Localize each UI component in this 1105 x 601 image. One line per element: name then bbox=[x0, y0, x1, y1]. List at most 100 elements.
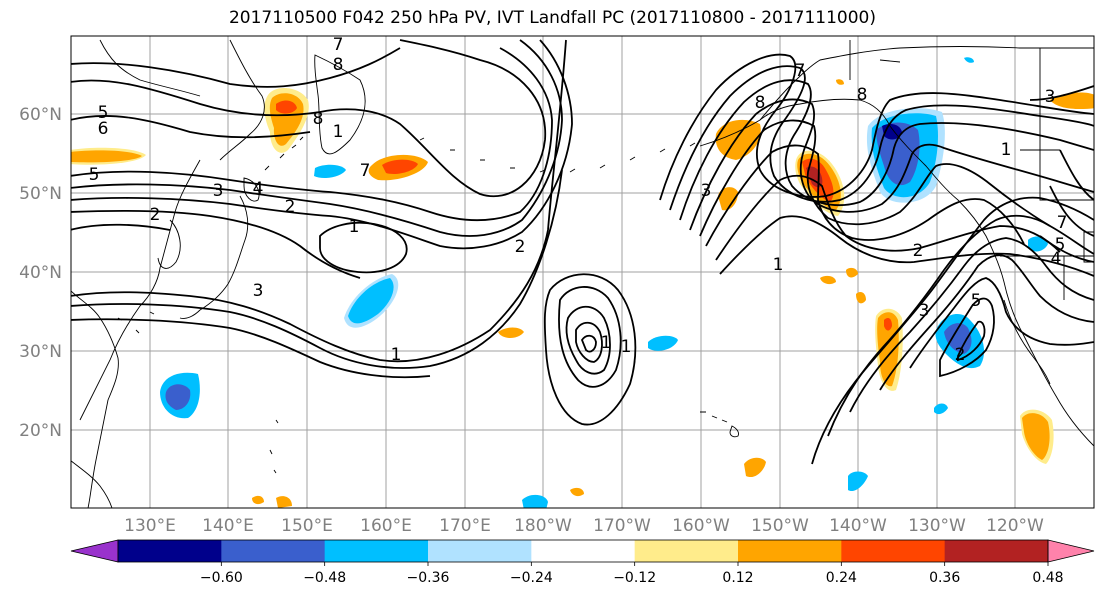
pv-contours bbox=[71, 39, 1094, 465]
latitude-label: 50°N bbox=[19, 184, 62, 204]
shade-neg bbox=[648, 335, 678, 351]
colorbar-tick-label: −0.48 bbox=[303, 570, 346, 586]
contour-label: 3 bbox=[213, 181, 224, 201]
shade-pos bbox=[276, 496, 292, 508]
contour-label: 1 bbox=[391, 345, 402, 365]
contour-label: 3 bbox=[253, 281, 264, 301]
contour-label: 2 bbox=[515, 237, 526, 257]
longitude-label: 140°E bbox=[202, 516, 254, 536]
contour-label: 1 bbox=[333, 122, 344, 142]
shade-neg bbox=[522, 495, 548, 508]
contour-label: 2 bbox=[913, 241, 924, 261]
contour-label: 8 bbox=[755, 93, 766, 113]
contour-label: 7 bbox=[1057, 213, 1068, 233]
longitude-label: 140°W bbox=[829, 516, 887, 536]
contour-label: 4 bbox=[1051, 249, 1062, 269]
map-frame bbox=[70, 35, 1095, 509]
contour-label: 3 bbox=[919, 301, 930, 321]
shade-pos bbox=[846, 267, 858, 278]
shade-pos bbox=[498, 327, 524, 338]
shade-pos bbox=[884, 318, 892, 331]
longitude-label: 180°W bbox=[514, 516, 572, 536]
contour-label: 8 bbox=[313, 109, 324, 129]
longitude-label: 130°E bbox=[124, 516, 176, 536]
colorbar: −0.60 −0.48 −0.36 −0.24 −0.12 0.12 0.24 0.36 0.4… bbox=[70, 539, 1095, 586]
contour-label: 1 bbox=[773, 255, 784, 275]
contour-label: 7 bbox=[795, 61, 806, 81]
shade-neg bbox=[944, 323, 972, 354]
colorbar-tick-label: 0.36 bbox=[929, 570, 960, 586]
shade-pos bbox=[382, 159, 418, 174]
shade-neg bbox=[848, 471, 868, 492]
latitude-label: 40°N bbox=[19, 263, 62, 283]
contour-label: 1 bbox=[601, 333, 612, 353]
shade-neg bbox=[934, 403, 948, 415]
contour-label: 8 bbox=[857, 85, 868, 105]
shade-pos bbox=[276, 100, 297, 114]
latitude-label: 20°N bbox=[19, 421, 62, 441]
longitude-label: 150°E bbox=[281, 516, 333, 536]
contour-label: 6 bbox=[98, 119, 109, 139]
contour-label: 7 bbox=[360, 161, 371, 181]
contour-label: 5 bbox=[89, 165, 100, 185]
colorbar-segment bbox=[428, 540, 532, 562]
colorbar-tick-label: 0.24 bbox=[826, 570, 857, 586]
longitude-label: 160°E bbox=[360, 516, 412, 536]
longitude-label: 150°W bbox=[751, 516, 809, 536]
latitude-label: 60°N bbox=[19, 105, 62, 125]
colorbar-segment bbox=[634, 540, 739, 562]
map-title: 2017110500 F042 250 hPa PV, IVT Landfall… bbox=[228, 8, 876, 28]
colorbar-segment bbox=[944, 540, 1049, 562]
contour-label: 2 bbox=[955, 345, 966, 365]
contour-label: 8 bbox=[333, 55, 344, 75]
contour-label: 3 bbox=[701, 181, 712, 201]
colorbar-tick-label: 0.48 bbox=[1032, 570, 1063, 586]
longitude-label: 170°W bbox=[593, 516, 651, 536]
longitude-label: 130°W bbox=[908, 516, 966, 536]
shade-neg bbox=[165, 384, 191, 410]
contour-label: 1 bbox=[349, 217, 360, 237]
shade-neg bbox=[314, 164, 346, 178]
latitude-label: 30°N bbox=[19, 342, 62, 362]
longitude-labels: 130°E 140°E 150°E 160°E 170°E 180°W 170°W 160°W… bbox=[124, 516, 1044, 536]
shade-neg bbox=[1028, 236, 1048, 252]
colorbar-segment bbox=[221, 540, 326, 562]
contour-label: 3 bbox=[1045, 87, 1056, 107]
shade-neg bbox=[964, 57, 974, 63]
contour-label: 2 bbox=[150, 205, 161, 225]
shade-pos bbox=[252, 495, 264, 505]
coastlines bbox=[71, 39, 1094, 508]
colorbar-extend-high bbox=[1047, 539, 1095, 563]
colorbar-tick-label: 0.12 bbox=[722, 570, 753, 586]
shade-pos bbox=[836, 79, 844, 85]
contour-label: 1 bbox=[621, 337, 632, 357]
shade-pos bbox=[715, 119, 761, 160]
colorbar-tick-label: −0.24 bbox=[510, 570, 553, 586]
shade-pos bbox=[856, 292, 866, 304]
colorbar-tick-label: −0.36 bbox=[407, 570, 450, 586]
shade-pos bbox=[877, 312, 899, 387]
contour-label: 5 bbox=[98, 103, 109, 123]
contour-label: 4 bbox=[253, 179, 264, 199]
colorbar-segment bbox=[324, 540, 429, 562]
colorbar-segment bbox=[738, 540, 842, 562]
colorbar-tick-label: −0.12 bbox=[613, 570, 656, 586]
shade-pos bbox=[820, 275, 836, 285]
shade-neg bbox=[348, 278, 394, 324]
shade-pos bbox=[1022, 413, 1050, 460]
colorbar-segment bbox=[841, 540, 946, 562]
shade-pos bbox=[718, 187, 738, 211]
colorbar-segment bbox=[531, 540, 636, 562]
shade-pos bbox=[71, 150, 142, 163]
contour-label: 2 bbox=[285, 197, 296, 217]
colorbar-segment bbox=[118, 540, 222, 562]
contour-label: 5 bbox=[971, 291, 982, 311]
colorbar-outline bbox=[117, 539, 1049, 563]
contour-label: 1 bbox=[1001, 140, 1012, 160]
longitude-label: 170°E bbox=[439, 516, 491, 536]
colorbar-tick-label: −0.60 bbox=[200, 570, 243, 586]
contour-label: 7 bbox=[333, 35, 344, 55]
contour-label: 5 bbox=[1055, 235, 1066, 255]
latitude-labels: 60°N 50°N 40°N 30°N 20°N bbox=[19, 105, 62, 441]
